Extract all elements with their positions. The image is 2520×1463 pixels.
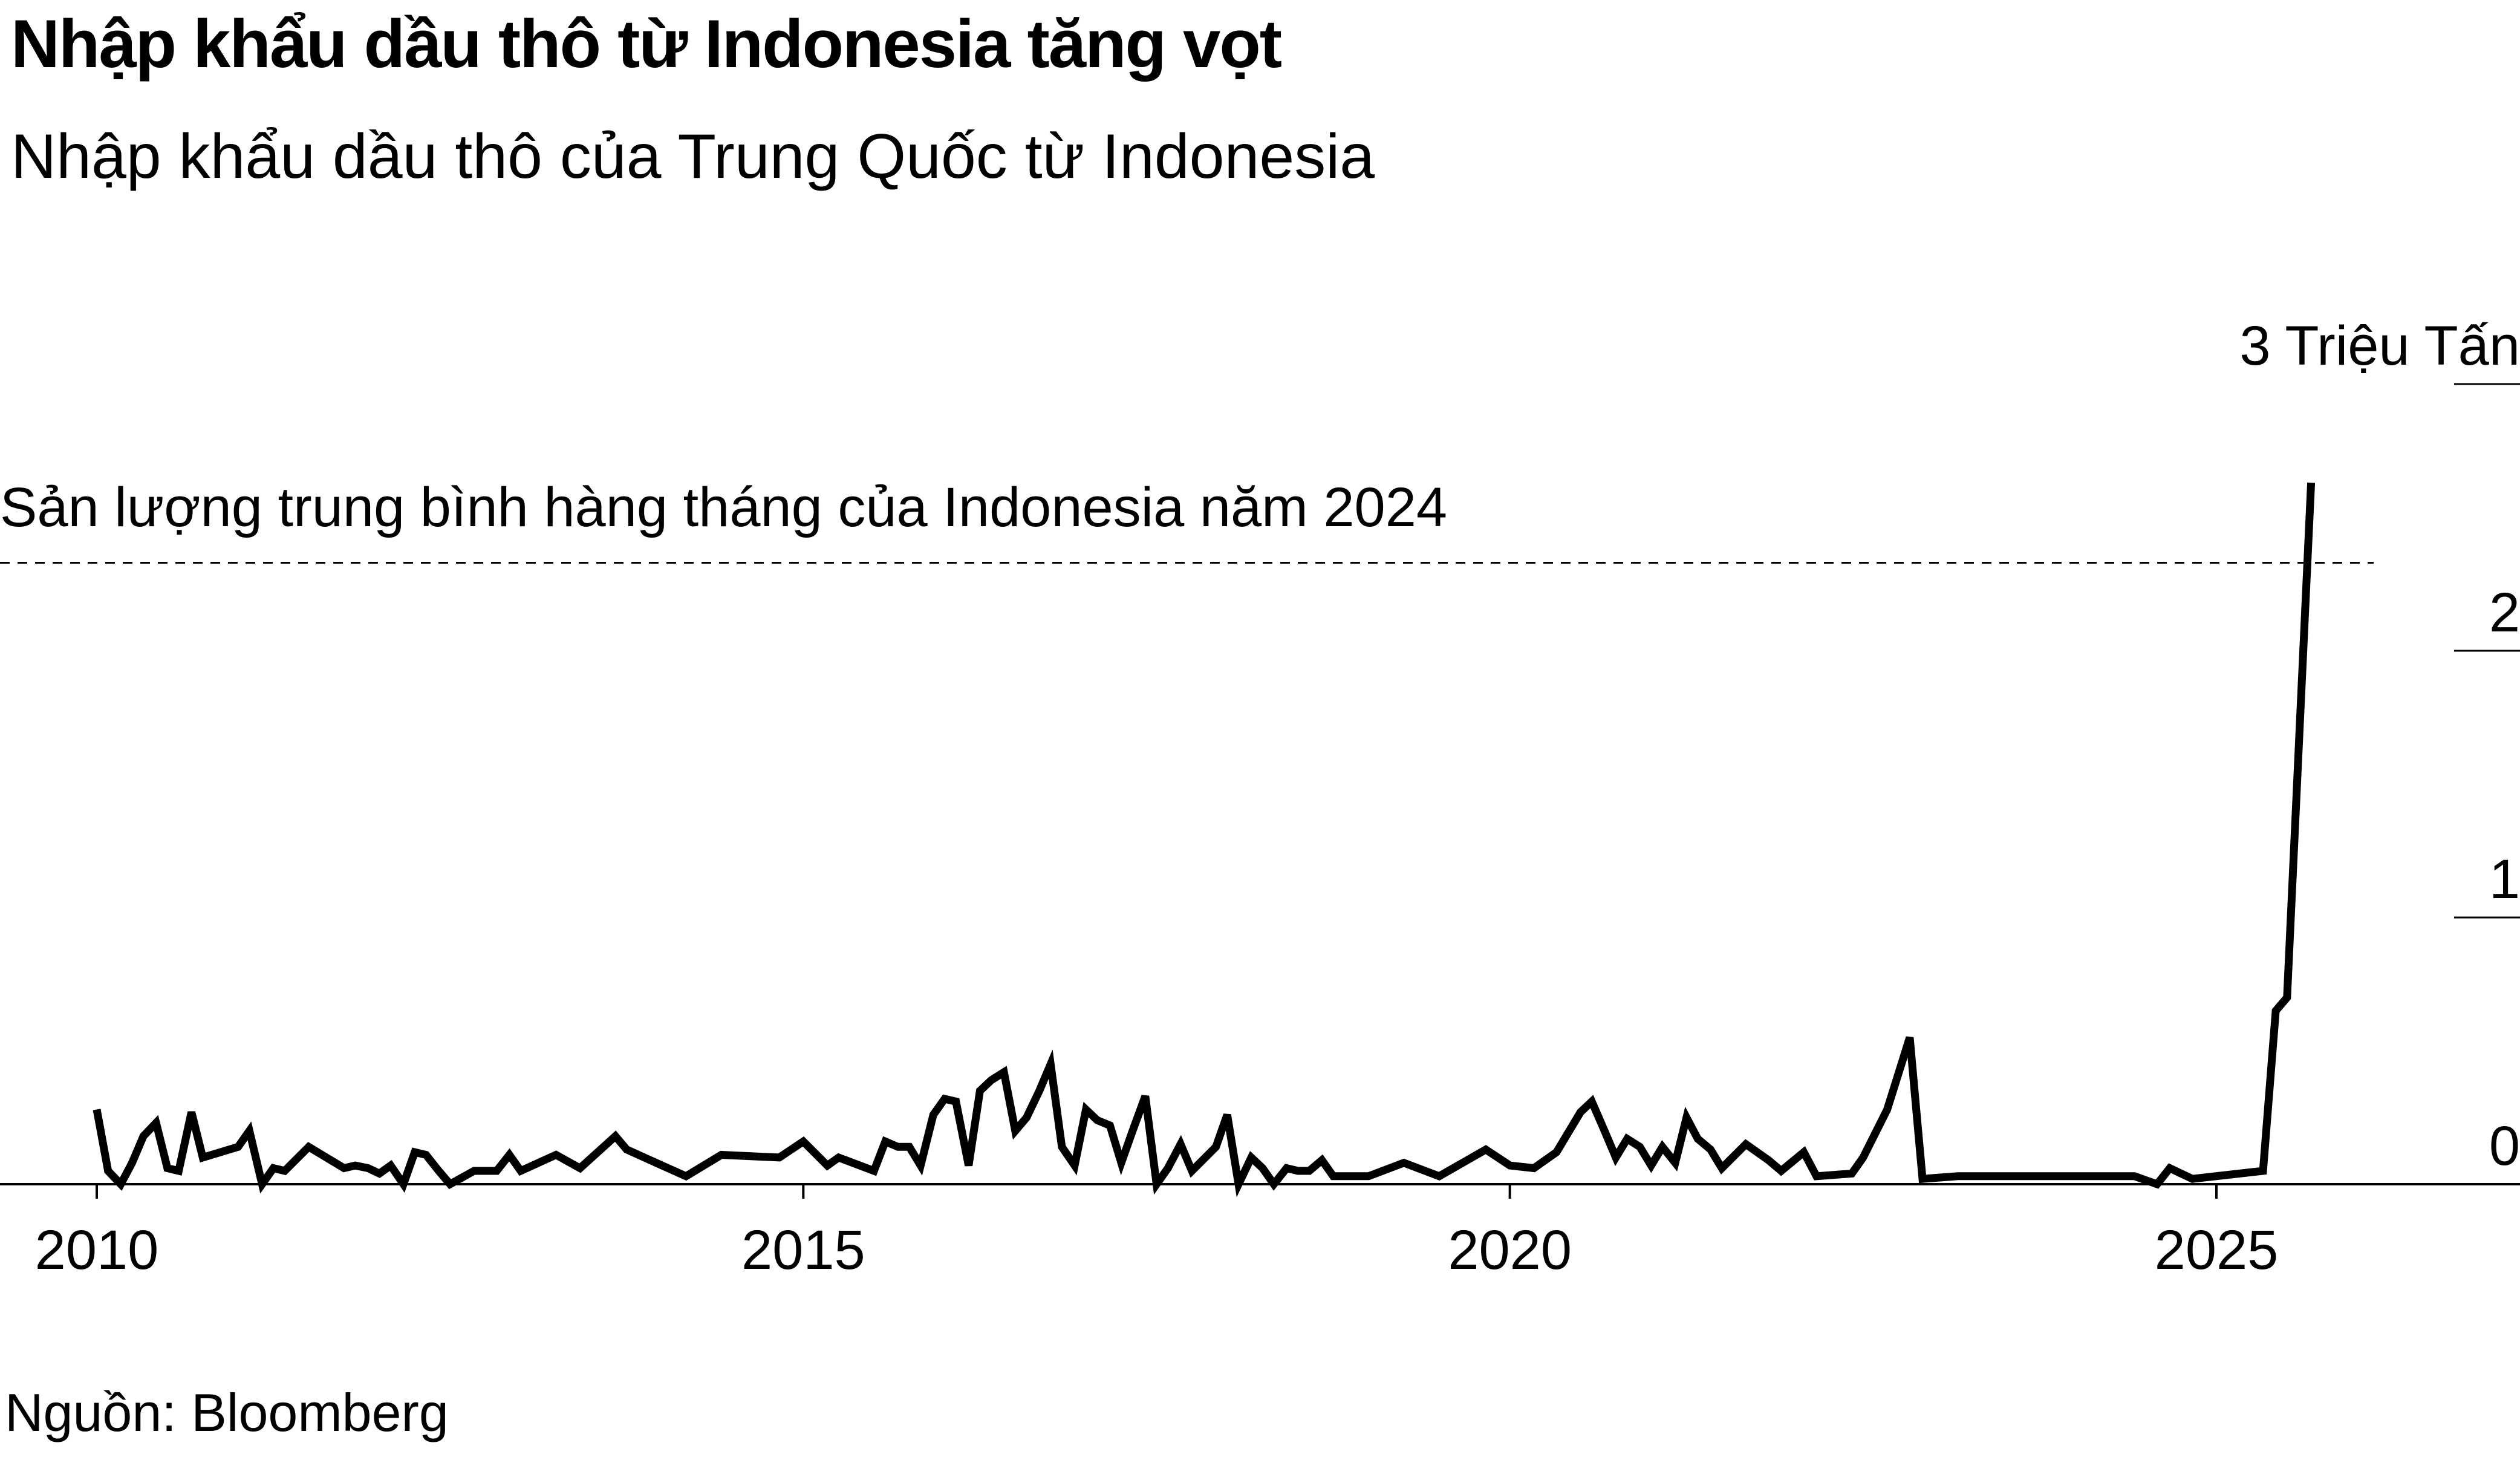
- x-tick-label: 2020: [1448, 1219, 1572, 1281]
- series-line: [93, 482, 2316, 1197]
- x-tick-label: 2010: [35, 1219, 159, 1281]
- y-tick-label: 1: [2489, 849, 2520, 910]
- y-tick-label: 0: [2489, 1115, 2520, 1177]
- y-axis: 0 1 2 3 Triệu Tấn: [2239, 315, 2520, 1177]
- x-axis: 2010 2015 2020 2025: [0, 1183, 2520, 1281]
- chart-subtitle: Nhập khẩu dầu thô của Trung Quốc từ Indo…: [11, 122, 1375, 192]
- reference-line-label: Sản lượng trung bình hàng tháng của Indo…: [0, 477, 1447, 538]
- x-tick-label: 2025: [2155, 1219, 2279, 1281]
- chart-title: Nhập khẩu dầu thô từ Indonesia tăng vọt: [11, 6, 1282, 82]
- y-tick-label: 3 Triệu Tấn: [2239, 315, 2520, 377]
- x-tick-label: 2015: [741, 1219, 865, 1281]
- series-group: [93, 482, 2316, 1197]
- source-note: Nguồn: Bloomberg: [5, 1383, 449, 1442]
- reference-line-group: Sản lượng trung bình hàng tháng của Indo…: [0, 477, 2374, 564]
- y-tick-label: 2: [2489, 582, 2520, 644]
